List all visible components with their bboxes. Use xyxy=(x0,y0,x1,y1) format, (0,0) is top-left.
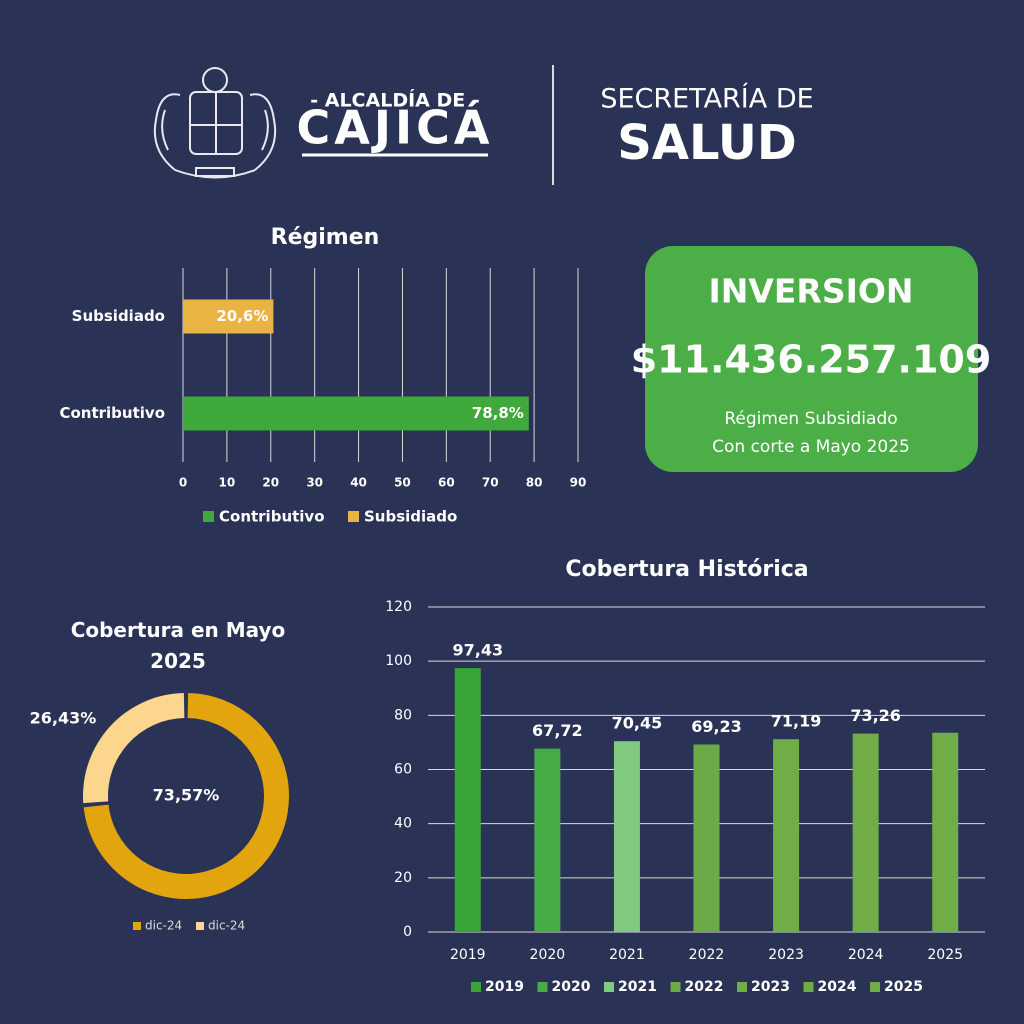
x-tick-label: 40 xyxy=(350,476,367,490)
value-label: 73,26 xyxy=(850,706,901,725)
investment-title: INVERSION xyxy=(708,272,913,311)
x-tick-label: 30 xyxy=(306,476,323,490)
x-tick-label: 2019 xyxy=(450,947,486,963)
value-label: 73,57% xyxy=(153,786,220,805)
y-tick-label: 0 xyxy=(403,924,412,940)
legend-swatch xyxy=(196,922,204,930)
investment-line: Régimen Subsidiado xyxy=(724,409,897,429)
value-label: 97,43 xyxy=(452,641,503,660)
legend-swatch xyxy=(348,511,359,522)
chart-title: Cobertura en Mayo 2025 xyxy=(70,618,286,673)
legend-swatch xyxy=(870,982,880,992)
x-tick-label: 90 xyxy=(570,476,587,490)
bar xyxy=(454,668,481,932)
legend-swatch xyxy=(471,982,481,992)
value-label: 78,8% xyxy=(472,404,524,422)
chart-title-box: Cobertura en Mayo 2025 xyxy=(70,618,286,673)
header-dept: SALUD xyxy=(617,115,796,171)
y-tick-label: 60 xyxy=(394,762,412,778)
bar xyxy=(183,396,529,431)
legend-label: 2023 xyxy=(751,979,790,995)
bar xyxy=(613,741,640,932)
x-tick-label: 2024 xyxy=(848,947,884,963)
legend-label: Subsidiado xyxy=(364,508,457,526)
x-tick-label: 2021 xyxy=(609,947,645,963)
chart-title: Régimen xyxy=(271,225,380,250)
y-tick-label: 120 xyxy=(385,599,412,615)
legend-swatch xyxy=(604,982,614,992)
x-tick-label: 2023 xyxy=(768,947,804,963)
legend-swatch xyxy=(203,511,214,522)
x-tick-label: 2020 xyxy=(530,947,566,963)
legend-label: 2021 xyxy=(618,979,657,995)
legend-label: 2025 xyxy=(884,979,923,995)
legend-swatch xyxy=(133,922,141,930)
x-tick-label: 10 xyxy=(219,476,236,490)
value-label: 71,19 xyxy=(771,712,822,731)
legend-label: 2024 xyxy=(818,979,857,995)
y-tick-label: 80 xyxy=(394,707,412,723)
legend-label: dic-24 xyxy=(208,919,245,933)
bar xyxy=(932,732,959,932)
bar xyxy=(534,748,561,932)
legend-label: 2022 xyxy=(685,979,724,995)
legend-label: 2020 xyxy=(552,979,591,995)
investment-line: Con corte a Mayo 2025 xyxy=(712,437,910,457)
legend-label: 2019 xyxy=(485,979,524,995)
header-top: - ALCALDÍA DE - xyxy=(310,89,479,112)
value-label: 67,72 xyxy=(532,721,583,740)
legend-swatch xyxy=(670,982,681,992)
investment-box xyxy=(645,246,978,472)
y-tick-label: Contributivo xyxy=(59,404,165,422)
y-tick-label: 40 xyxy=(394,816,412,832)
x-tick-label: 20 xyxy=(262,476,279,490)
header-office: SECRETARÍA DE xyxy=(600,83,813,115)
legend-label: Contributivo xyxy=(219,508,325,526)
value-label: 69,23 xyxy=(691,717,742,736)
x-tick-label: 50 xyxy=(394,476,411,490)
x-tick-label: 80 xyxy=(526,476,543,490)
bar xyxy=(693,744,720,932)
x-tick-label: 70 xyxy=(482,476,499,490)
x-tick-label: 0 xyxy=(179,476,187,490)
header-city: CAJICÁ xyxy=(297,101,494,155)
x-tick-label: 60 xyxy=(438,476,455,490)
bar xyxy=(773,739,800,932)
legend-swatch xyxy=(537,982,548,992)
value-label: 26,43% xyxy=(30,709,97,728)
y-tick-label: 20 xyxy=(394,870,412,886)
emblem xyxy=(153,67,277,179)
investment-amount: $11.436.257.109 xyxy=(631,338,992,382)
y-tick-label: 100 xyxy=(385,653,412,669)
value-label: 70,45 xyxy=(612,714,663,733)
legend-swatch xyxy=(803,982,814,992)
x-tick-label: 2025 xyxy=(927,947,963,963)
bar xyxy=(852,733,879,932)
bar xyxy=(183,299,274,334)
donut-slice xyxy=(82,693,185,804)
legend-label: dic-24 xyxy=(145,919,182,933)
legend-swatch xyxy=(737,982,747,992)
x-tick-label: 2022 xyxy=(689,947,725,963)
value-label: 20,6% xyxy=(216,307,268,325)
chart-title: Cobertura Histórica xyxy=(565,557,808,582)
y-tick-label: Subsidiado xyxy=(72,307,165,325)
